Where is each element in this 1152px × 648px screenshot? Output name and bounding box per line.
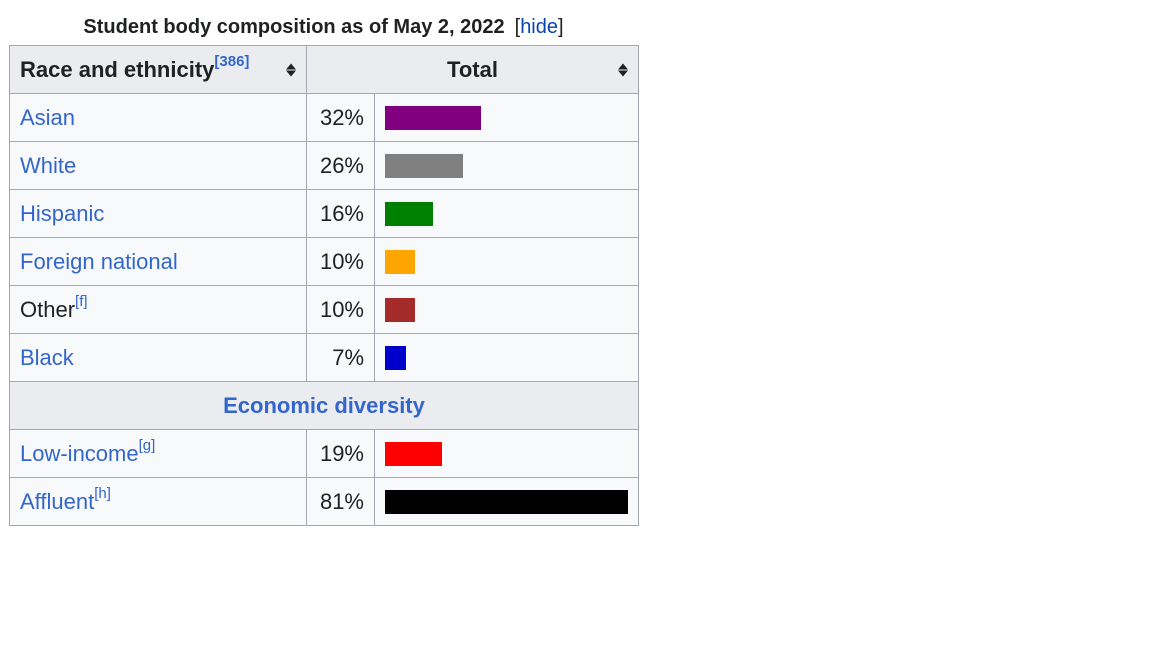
table-row: Foreign national 10% — [9, 237, 640, 286]
toggle-close-bracket: ] — [558, 16, 564, 38]
table-row: Hispanic 16% — [9, 189, 640, 238]
row-label-cell: Foreign national — [9, 237, 307, 286]
row-label-affluent[interactable]: Affluent — [20, 488, 95, 514]
row-label-asian[interactable]: Asian — [20, 104, 76, 130]
row-percent-other: 10% — [306, 285, 375, 334]
bar-foreign-national — [385, 249, 415, 274]
row-label-cell: Hispanic — [9, 189, 307, 238]
bar-hispanic — [385, 201, 433, 226]
demographics-table-wrapper: Student body composition as of May 2, 20… — [8, 13, 640, 526]
row-percent-hispanic: 16% — [306, 189, 375, 238]
row-percent-affluent: 81% — [306, 477, 375, 526]
bar-cell — [373, 333, 640, 382]
hide-toggle[interactable]: [hide] — [515, 16, 564, 38]
bar-other — [385, 297, 415, 322]
row-percent-white: 26% — [306, 141, 375, 190]
bar-cell — [373, 429, 640, 478]
row-label-cell: Low-income[g] — [9, 429, 307, 478]
table-row: Black 7% — [9, 333, 640, 382]
footnote-ref[interactable]: [h] — [94, 485, 111, 503]
bar-affluent — [385, 489, 628, 514]
table-title: Student body composition as of May 2, 20… — [83, 16, 505, 38]
bar-cell — [373, 93, 640, 142]
table-row: Asian 32% — [9, 93, 640, 142]
bar-cell — [373, 189, 640, 238]
section-header[interactable]: Economic diversity — [8, 381, 640, 430]
row-label-black[interactable]: Black — [20, 344, 74, 370]
section-row: Economic diversity — [8, 381, 640, 430]
row-label-cell: Other[f] — [9, 285, 307, 334]
bar-low-income — [385, 441, 442, 466]
bar-black — [385, 345, 406, 370]
demographics-table: Race and ethnicity[386] Total Asian 32% Wh… — [8, 45, 640, 526]
footnote-ref[interactable]: [g] — [138, 437, 156, 455]
table-row: Other[f] 10% — [9, 285, 640, 334]
race-ethnicity-header[interactable]: Race and ethnicity[386] — [9, 45, 307, 94]
toggle-open-bracket: [ — [514, 16, 521, 38]
bar-cell — [373, 477, 640, 526]
row-label-low-income[interactable]: Low-income — [20, 440, 139, 466]
table-body: Asian 32% White 26% Hispanic 16% Foreign natio… — [8, 93, 640, 526]
row-label-cell: White — [9, 141, 307, 190]
row-label-other: Other — [20, 296, 76, 322]
row-label-cell: Black — [9, 333, 307, 382]
bar-asian — [385, 105, 481, 130]
footnote-ref[interactable]: [f] — [75, 293, 88, 311]
sort-icon[interactable] — [618, 63, 629, 76]
table-row: Low-income[g] 19% — [9, 429, 640, 478]
race-ethnicity-header-label: Race and ethnicity — [20, 56, 215, 82]
table-row: Affluent[h] 81% — [9, 477, 640, 526]
bar-white — [385, 153, 463, 178]
table-row: White 26% — [9, 141, 640, 190]
header-row: Race and ethnicity[386] Total — [9, 45, 640, 94]
row-percent-black: 7% — [306, 333, 375, 382]
row-label-hispanic[interactable]: Hispanic — [20, 200, 105, 226]
row-label-foreign-national[interactable]: Foreign national — [20, 248, 178, 274]
total-header[interactable]: Total — [305, 45, 640, 94]
sort-icon[interactable] — [286, 63, 296, 76]
row-label-cell: Affluent[h] — [9, 477, 307, 526]
row-percent-foreign-national: 10% — [306, 237, 375, 286]
row-percent-low-income: 19% — [306, 429, 375, 478]
row-label-cell: Asian — [9, 93, 307, 142]
header-reference[interactable]: [386] — [214, 53, 250, 71]
hide-link[interactable]: hide — [520, 16, 558, 38]
table-caption: Student body composition as of May 2, 20… — [9, 13, 638, 45]
row-label-white[interactable]: White — [20, 152, 77, 178]
bar-cell — [373, 141, 640, 190]
total-header-label: Total — [447, 56, 498, 82]
bar-cell — [373, 237, 640, 286]
row-percent-asian: 32% — [306, 93, 375, 142]
bar-cell — [373, 285, 640, 334]
